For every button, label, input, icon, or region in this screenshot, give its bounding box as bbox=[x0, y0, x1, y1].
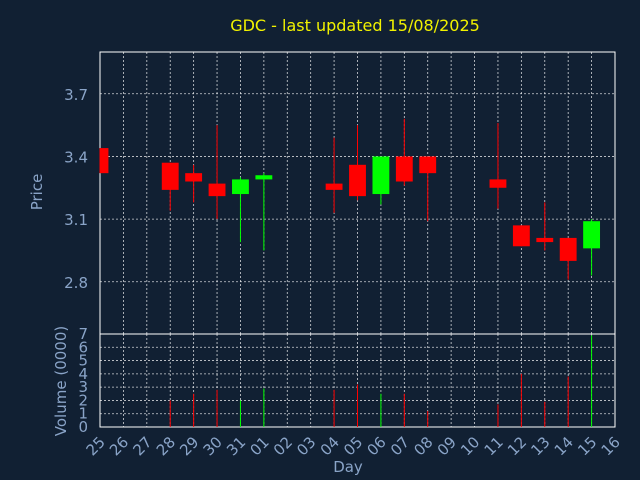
candle-body bbox=[185, 173, 203, 182]
candle-body bbox=[349, 164, 366, 197]
candle-body bbox=[583, 221, 601, 249]
volume-tick-label: 2 bbox=[78, 391, 88, 409]
candle-body bbox=[208, 183, 226, 197]
candle-body bbox=[395, 156, 413, 182]
candle-body bbox=[512, 225, 530, 247]
volume-axis-title: Volume (0000) bbox=[52, 326, 70, 436]
candle-body bbox=[559, 237, 577, 261]
candle-body bbox=[325, 183, 343, 190]
candle-body bbox=[536, 237, 554, 243]
price-tick-label: 3.1 bbox=[64, 211, 88, 229]
price-tick-label: 2.8 bbox=[64, 274, 88, 292]
price-panel: 2.8 3.1 3.4 3.7 bbox=[64, 51, 616, 335]
volume-tick-label: 6 bbox=[78, 338, 88, 356]
volume-tick-label: 0 bbox=[78, 418, 88, 436]
chart-title: GDC - last updated 15/08/2025 bbox=[230, 16, 480, 35]
candle-body bbox=[232, 179, 249, 195]
volume-tick-label: 4 bbox=[78, 365, 88, 383]
x-axis: 2526272829303101020304050607080910111213… bbox=[83, 433, 624, 459]
volume-tick-label: 3 bbox=[78, 378, 88, 396]
volume-tick-label: 5 bbox=[78, 352, 88, 370]
volume-tick-label: 7 bbox=[78, 325, 88, 343]
price-tick-label: 3.4 bbox=[64, 148, 88, 166]
volume-tick-label: 1 bbox=[78, 405, 88, 423]
candle-body bbox=[100, 148, 109, 174]
price-axis-title: Price bbox=[28, 174, 46, 211]
candle-body bbox=[489, 179, 507, 188]
candle-body bbox=[419, 156, 437, 174]
x-axis-title: Day bbox=[333, 458, 363, 476]
candle-body bbox=[372, 156, 390, 195]
price-tick-label: 3.7 bbox=[64, 86, 88, 104]
candle-body bbox=[255, 175, 273, 180]
candle-body bbox=[161, 162, 179, 190]
